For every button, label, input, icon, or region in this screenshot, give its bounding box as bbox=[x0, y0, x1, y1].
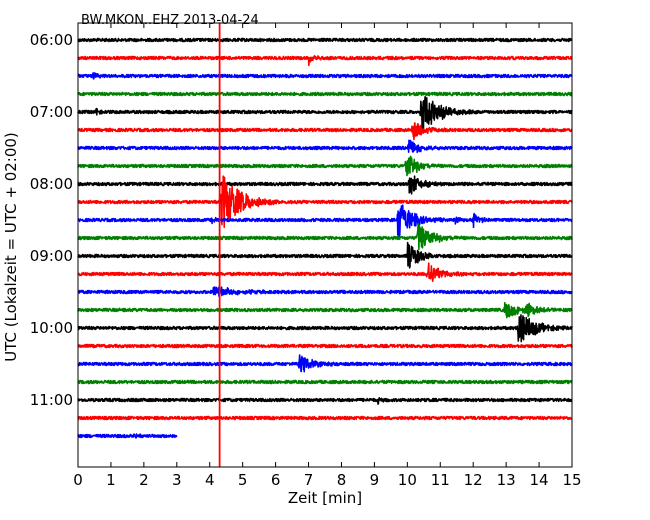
y-axis: 06:00 07:00 08:00 09:00 10:00 11:00 bbox=[30, 31, 572, 409]
x-tick-label: 14 bbox=[530, 471, 549, 489]
trace-0915 bbox=[77, 262, 573, 282]
trace-1045 bbox=[77, 379, 573, 385]
trace-1115 bbox=[77, 415, 573, 421]
trace-0630 bbox=[77, 72, 573, 80]
trace-0745 bbox=[77, 155, 573, 177]
y-tick-label: 09:00 bbox=[30, 247, 73, 265]
x-axis-label: Zeit [min] bbox=[288, 489, 362, 507]
plot-frame bbox=[77, 22, 573, 468]
trace-0600 bbox=[77, 37, 573, 43]
y-tick-label: 08:00 bbox=[30, 175, 73, 193]
y-tick-label: 06:00 bbox=[30, 31, 73, 49]
traces-group bbox=[77, 37, 573, 439]
trace-1015 bbox=[77, 343, 573, 349]
x-tick-label: 5 bbox=[238, 471, 248, 489]
trace-0930 bbox=[77, 285, 573, 297]
trace-0900 bbox=[77, 241, 573, 269]
trace-0715 bbox=[77, 122, 573, 141]
x-tick-label: 0 bbox=[73, 471, 83, 489]
chart-title: BW.MKON..EHZ 2013-04-24 bbox=[81, 13, 259, 28]
trace-0730 bbox=[77, 139, 573, 154]
trace-0645 bbox=[77, 91, 573, 97]
y-tick-label: 11:00 bbox=[30, 391, 73, 409]
x-tick-label: 2 bbox=[139, 471, 149, 489]
x-tick-label: 8 bbox=[337, 471, 347, 489]
x-tick-label: 13 bbox=[497, 471, 516, 489]
trace-1100 bbox=[77, 397, 573, 405]
x-tick-label: 10 bbox=[398, 471, 417, 489]
trace-0700 bbox=[77, 95, 573, 131]
x-tick-label: 15 bbox=[562, 471, 581, 489]
trace-0845 bbox=[77, 222, 573, 251]
trace-0800 bbox=[77, 175, 573, 195]
trace-0830 bbox=[77, 204, 573, 239]
y-tick-label: 10:00 bbox=[30, 319, 73, 337]
x-tick-label: 7 bbox=[304, 471, 314, 489]
x-tick-label: 9 bbox=[370, 471, 380, 489]
trace-1130 bbox=[77, 433, 178, 439]
x-tick-label: 6 bbox=[271, 471, 281, 489]
x-tick-label: 12 bbox=[464, 471, 483, 489]
x-tick-label: 1 bbox=[106, 471, 116, 489]
trace-0615 bbox=[77, 55, 573, 67]
trace-0815 bbox=[77, 175, 573, 229]
x-axis: 0 1 2 3 4 5 6 7 8 9 10 11 12 13 14 15 bbox=[73, 23, 582, 489]
x-tick-label: 11 bbox=[431, 471, 450, 489]
trace-1030 bbox=[77, 354, 573, 373]
x-tick-label: 3 bbox=[172, 471, 182, 489]
trace-0945 bbox=[77, 301, 573, 319]
y-axis-label: UTC (Lokalzeit = UTC + 02:00) bbox=[2, 132, 20, 362]
y-tick-label: 07:00 bbox=[30, 103, 73, 121]
trace-1000 bbox=[77, 314, 573, 343]
x-tick-label: 4 bbox=[205, 471, 215, 489]
